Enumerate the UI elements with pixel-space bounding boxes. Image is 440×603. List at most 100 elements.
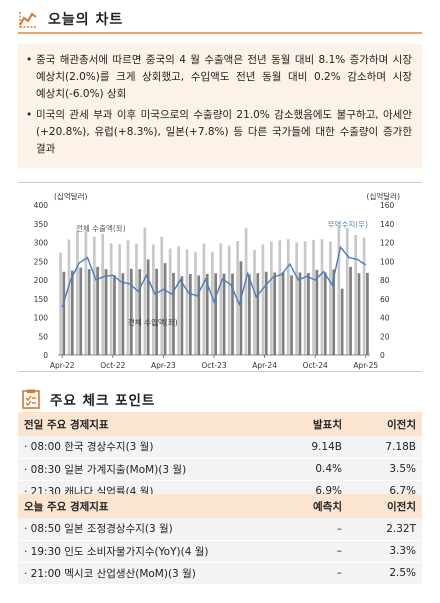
line-chart-icon bbox=[19, 12, 37, 28]
bullet-dot: • bbox=[26, 54, 33, 66]
import-bar bbox=[357, 273, 361, 355]
indicator-name: · 08:30 일본 가계지출(MoM)(3 월) bbox=[18, 458, 258, 481]
column-header: 이전치 bbox=[348, 412, 422, 436]
right-tick-label: 0 bbox=[380, 351, 385, 360]
import-bar bbox=[172, 272, 175, 355]
trade-balance-line bbox=[61, 245, 367, 308]
bullet-text: 중국 해관총서에 따르면 중국의 4 월 수출액은 전년 동월 대비 8.1% … bbox=[36, 54, 412, 100]
import-bar bbox=[96, 266, 99, 355]
summary-box: • 중국 해관총서에 따르면 중국의 4 월 수출액은 전년 동월 대비 8.1… bbox=[18, 44, 422, 168]
export-bar bbox=[211, 251, 214, 355]
import-bar bbox=[205, 274, 209, 355]
column-header: 오늘 주요 경제지표 bbox=[18, 494, 258, 518]
export-bar bbox=[270, 241, 273, 355]
checklist-icon bbox=[22, 389, 40, 409]
bullet-text: 미국의 관세 부과 이후 미국으로의 수출량이 21.0% 감소했음에도 불구하… bbox=[36, 109, 412, 155]
export-bar bbox=[329, 241, 332, 355]
export-bar bbox=[194, 251, 197, 355]
export-bar bbox=[295, 242, 299, 355]
import-bar bbox=[79, 267, 83, 355]
import-bar bbox=[231, 273, 234, 355]
right-tick-label: 120 bbox=[380, 239, 395, 248]
export-bar bbox=[354, 235, 358, 355]
left-tick-label: 150 bbox=[34, 295, 49, 304]
actual-value: 9.14B bbox=[258, 436, 348, 459]
export-bar bbox=[76, 230, 79, 355]
export-bar bbox=[202, 243, 206, 355]
export-bar bbox=[345, 227, 349, 355]
import-bar bbox=[307, 272, 310, 355]
table-row: · 08:00 한국 경상수지(3 월) 9.14B 7.18B bbox=[18, 436, 422, 459]
table-row: · 08:30 일본 가계지출(MoM)(3 월) 0.4% 3.5% bbox=[18, 458, 422, 481]
today-indicators-table: 오늘 주요 경제지표 예측치 이전치 · 08:50 일본 조정경상수지(3 월… bbox=[18, 494, 422, 585]
import-bar bbox=[163, 263, 167, 355]
import-bar bbox=[180, 276, 184, 355]
import-bar bbox=[315, 269, 319, 355]
export-bar bbox=[362, 237, 366, 355]
export-bar bbox=[59, 252, 62, 355]
export-bar bbox=[177, 246, 180, 355]
column-header: 발표치 bbox=[258, 412, 348, 436]
import-bar bbox=[87, 269, 91, 355]
indicator-name: · 19:30 인도 소비자물가지수(YoY)(4 월) bbox=[18, 540, 258, 563]
left-tick-label: 350 bbox=[34, 220, 49, 229]
section-title: 주요 체크 포인트 bbox=[50, 393, 156, 409]
x-tick-label: Apr-23 bbox=[151, 361, 176, 370]
forecast-value: – bbox=[258, 518, 348, 541]
import-bar bbox=[113, 275, 116, 355]
import-bar bbox=[214, 273, 217, 355]
import-bar bbox=[248, 274, 251, 355]
right-tick-label: 40 bbox=[380, 314, 390, 323]
import-bar bbox=[256, 273, 260, 355]
import-bar bbox=[273, 272, 277, 355]
previous-indicators-table: 전일 주요 경제지표 발표치 이전치 · 08:00 한국 경상수지(3 월) … bbox=[18, 412, 422, 503]
forecast-value: – bbox=[258, 540, 348, 563]
left-tick-label: 300 bbox=[34, 239, 49, 248]
export-bar bbox=[244, 227, 248, 355]
export-bar bbox=[337, 225, 341, 355]
import-bar bbox=[70, 270, 74, 355]
import-bar bbox=[189, 274, 192, 355]
table-row: · 08:50 일본 조정경상수지(3 월) – 2.32T bbox=[18, 518, 422, 541]
export-bar bbox=[92, 236, 96, 355]
x-tick-label: Oct-24 bbox=[303, 361, 328, 370]
prior-value: 3.5% bbox=[348, 458, 422, 481]
trade-chart: (십억달러) (십억달러) 0 50 100 150 200 250 300 350 400 0 20 4… bbox=[18, 182, 422, 372]
x-tick-label: Apr-24 bbox=[252, 361, 277, 370]
table-row: · 19:30 인도 소비자물가지수(YoY)(4 월) – 3.3% bbox=[18, 540, 422, 563]
import-bar bbox=[332, 269, 336, 355]
export-bar bbox=[109, 243, 113, 355]
export-bar bbox=[227, 245, 231, 355]
prior-value: 2.32T bbox=[348, 518, 422, 541]
summary-bullet: • 미국의 관세 부과 이후 미국으로의 수출량이 21.0% 감소했음에도 불… bbox=[26, 107, 412, 158]
import-bar bbox=[138, 269, 142, 355]
export-bar bbox=[286, 239, 290, 355]
prior-value: 7.18B bbox=[348, 436, 422, 459]
right-tick-label: 60 bbox=[380, 295, 390, 304]
import-bar bbox=[121, 273, 125, 355]
indicator-name: · 21:00 멕시코 산업생산(MoM)(3 월) bbox=[18, 562, 258, 585]
import-bar bbox=[323, 272, 327, 355]
table-row: · 21:00 멕시코 산업생산(MoM)(3 월) – 2.5% bbox=[18, 562, 422, 585]
import-bar bbox=[146, 259, 150, 355]
export-bar bbox=[126, 240, 130, 355]
right-tick-label: 100 bbox=[380, 257, 395, 266]
prior-value: 2.5% bbox=[348, 562, 422, 585]
export-bar bbox=[84, 230, 88, 355]
left-tick-label: 200 bbox=[34, 276, 49, 285]
export-bar bbox=[236, 241, 239, 355]
export-bar bbox=[151, 244, 155, 355]
summary-bullet: • 중국 해관총서에 따르면 중국의 4 월 수출액은 전년 동월 대비 8.1… bbox=[26, 52, 412, 103]
export-bar bbox=[168, 248, 172, 355]
column-header: 예측치 bbox=[258, 494, 348, 518]
export-bar bbox=[118, 244, 121, 355]
export-bar bbox=[219, 243, 223, 355]
indicator-name: · 08:00 한국 경상수지(3 월) bbox=[18, 436, 258, 459]
export-bar bbox=[101, 233, 105, 355]
export-bar bbox=[135, 243, 138, 355]
column-header: 이전치 bbox=[348, 494, 422, 518]
import-bar bbox=[281, 272, 285, 355]
export-bar bbox=[320, 239, 324, 355]
import-bar bbox=[366, 272, 369, 355]
prior-value: 3.3% bbox=[348, 540, 422, 563]
